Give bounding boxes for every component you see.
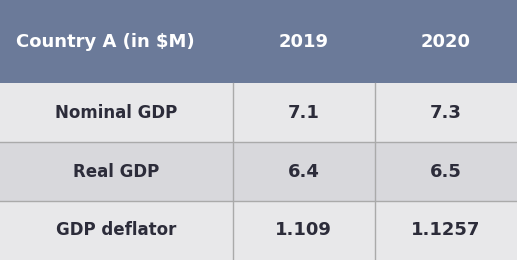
FancyBboxPatch shape: [0, 83, 233, 142]
FancyBboxPatch shape: [233, 83, 375, 142]
Text: 1.1257: 1.1257: [411, 221, 481, 239]
Text: Real GDP: Real GDP: [73, 162, 159, 181]
FancyBboxPatch shape: [375, 201, 517, 260]
Text: 1.109: 1.109: [275, 221, 332, 239]
FancyBboxPatch shape: [233, 0, 375, 83]
Text: 6.4: 6.4: [288, 162, 320, 181]
Text: Country A (in $M): Country A (in $M): [16, 33, 194, 51]
FancyBboxPatch shape: [0, 201, 233, 260]
Text: 7.1: 7.1: [288, 104, 320, 122]
FancyBboxPatch shape: [233, 201, 375, 260]
FancyBboxPatch shape: [375, 142, 517, 201]
Text: 7.3: 7.3: [430, 104, 462, 122]
Text: GDP deflator: GDP deflator: [56, 221, 176, 239]
FancyBboxPatch shape: [0, 0, 233, 83]
Text: 2019: 2019: [279, 33, 329, 51]
FancyBboxPatch shape: [375, 83, 517, 142]
FancyBboxPatch shape: [233, 142, 375, 201]
Text: 2020: 2020: [421, 33, 471, 51]
Text: Nominal GDP: Nominal GDP: [55, 104, 177, 122]
FancyBboxPatch shape: [375, 0, 517, 83]
FancyBboxPatch shape: [0, 142, 233, 201]
Text: 6.5: 6.5: [430, 162, 462, 181]
